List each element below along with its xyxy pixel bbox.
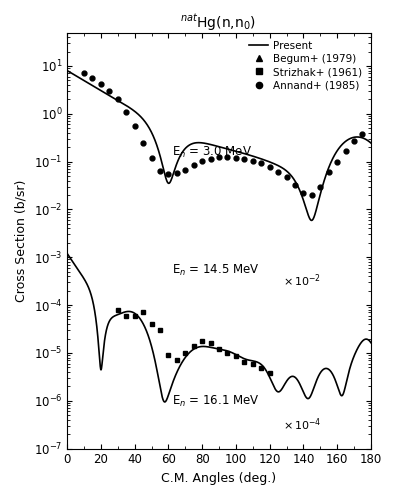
- Text: $^{nat}$Hg(n,n$_0$): $^{nat}$Hg(n,n$_0$): [180, 12, 256, 33]
- Text: E$_n$ = 16.1 MeV: E$_n$ = 16.1 MeV: [172, 394, 259, 409]
- Text: E$_n$ = 3.0 MeV: E$_n$ = 3.0 MeV: [172, 145, 252, 160]
- Y-axis label: Cross Section (b/sr): Cross Section (b/sr): [15, 180, 28, 302]
- Text: $\times\,10^{-2}$: $\times\,10^{-2}$: [283, 273, 321, 289]
- Text: $\times\,10^{-4}$: $\times\,10^{-4}$: [283, 416, 322, 433]
- Legend: Present, Begum+ (1979), Strizhak+ (1961), Annand+ (1985): Present, Begum+ (1979), Strizhak+ (1961)…: [246, 38, 366, 94]
- X-axis label: C.M. Angles (deg.): C.M. Angles (deg.): [162, 472, 277, 485]
- Text: E$_n$ = 14.5 MeV: E$_n$ = 14.5 MeV: [172, 263, 259, 278]
